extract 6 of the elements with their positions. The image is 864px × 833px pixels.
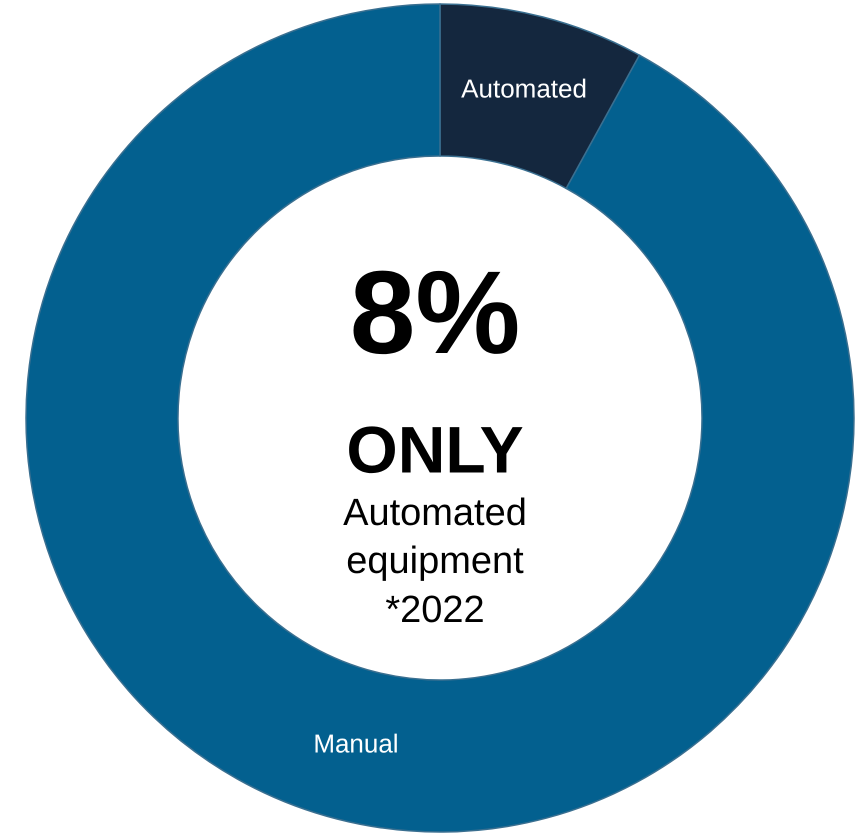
text: ONLY	[346, 412, 524, 486]
slice-label: Automated	[461, 73, 587, 104]
text: 8%	[350, 247, 520, 380]
text: *2022	[385, 589, 485, 632]
slice-label: Manual	[313, 728, 399, 758]
text: Automated equipment	[343, 492, 527, 582]
